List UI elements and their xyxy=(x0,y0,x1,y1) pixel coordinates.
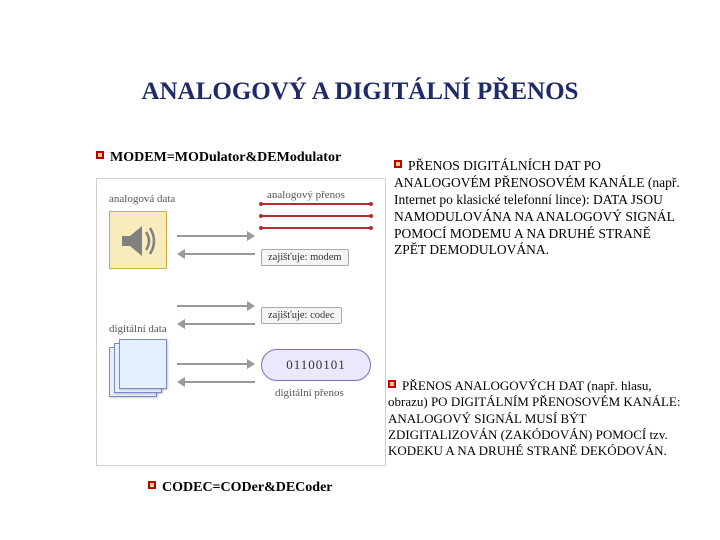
digital-transfer-label: digitální přenos xyxy=(275,387,344,399)
tag-modem: zajišťuje: modem xyxy=(261,249,349,266)
analog-transfer-label: analogový přenos xyxy=(267,189,345,201)
document-icon xyxy=(119,339,167,389)
arrow-right-icon xyxy=(177,231,255,241)
page-title: ANALOGOVÝ A DIGITÁLNÍ PŘENOS xyxy=(0,78,720,106)
paragraph-codec: PŘENOS ANALOGOVÝCH DAT (např. hlasu, obr… xyxy=(388,378,688,459)
arrow-right-icon xyxy=(177,301,255,311)
digital-data-label: digitální data xyxy=(109,323,167,335)
modem-label-row: MODEM=MODulator&DEModulator xyxy=(96,150,341,166)
speaker-icon xyxy=(109,211,167,269)
modem-label: MODEM=MODulator&DEModulator xyxy=(110,150,341,165)
tag-codec: zajišťuje: codec xyxy=(261,307,342,324)
arrow-left-icon xyxy=(177,249,255,259)
digital-bits-cylinder: 01100101 xyxy=(261,349,371,381)
bullet-icon xyxy=(388,380,396,388)
document-stack-icon xyxy=(109,339,169,401)
arrow-right-icon xyxy=(177,359,255,369)
paragraph-codec-text: PŘENOS ANALOGOVÝCH DAT (např. hlasu, obr… xyxy=(388,378,680,458)
bullet-icon xyxy=(394,160,402,168)
wave-line xyxy=(261,227,371,229)
wave-line xyxy=(261,203,371,205)
paragraph-modem: PŘENOS DIGITÁLNÍCH DAT PO ANALOGOVÉM PŘE… xyxy=(394,158,684,259)
analog-waves xyxy=(261,203,371,239)
transmission-diagram: analogová data analogový přenos zajišťuj… xyxy=(96,178,386,466)
codec-label: CODEC=CODer&DECoder xyxy=(162,480,333,495)
paragraph-modem-text: PŘENOS DIGITÁLNÍCH DAT PO ANALOGOVÉM PŘE… xyxy=(394,158,680,257)
analog-data-label: analogová data xyxy=(109,193,175,205)
bullet-icon xyxy=(148,481,156,489)
arrow-left-icon xyxy=(177,319,255,329)
arrow-left-icon xyxy=(177,377,255,387)
bullet-icon xyxy=(96,151,104,159)
wave-line xyxy=(261,215,371,217)
codec-label-row: CODEC=CODer&DECoder xyxy=(148,480,333,496)
